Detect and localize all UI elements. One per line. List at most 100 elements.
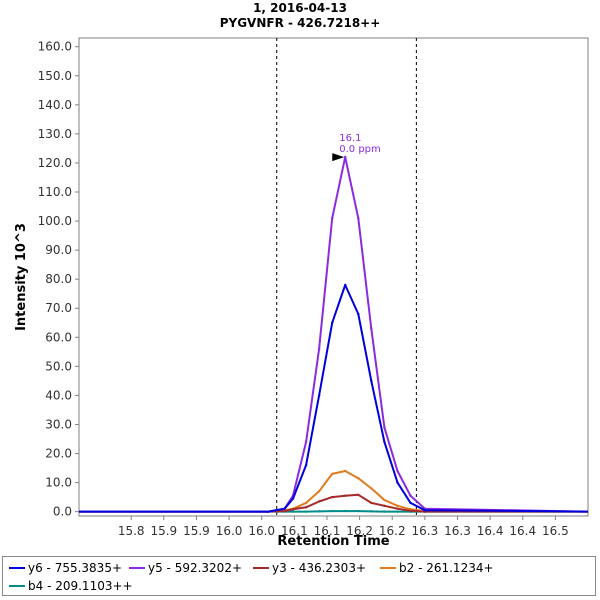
x-tick-label: 15.9 xyxy=(150,524,177,538)
data-point-s3-p8 xyxy=(357,477,360,480)
y-tick-label: 110.0 xyxy=(38,185,72,199)
y-tick-label: 50.0 xyxy=(45,359,72,373)
data-point-s3-p6 xyxy=(330,472,334,476)
data-point-s1-p9 xyxy=(370,327,373,330)
data-point-s4-p5 xyxy=(317,510,321,513)
data-point-s1-p5 xyxy=(317,347,321,351)
legend-swatch xyxy=(129,566,145,569)
data-point-s2-p11 xyxy=(396,507,399,510)
x-tick-label: 16.2 xyxy=(379,524,406,538)
data-point-s3-p5 xyxy=(317,490,321,493)
data-point-s4-p6 xyxy=(330,509,334,513)
x-tick-label: 15.8 xyxy=(118,524,145,538)
legend-item-3: b2 - 261.1234+ xyxy=(380,560,494,576)
data-point-s1-p8 xyxy=(357,216,360,220)
data-point-s4-p8 xyxy=(357,509,360,513)
chart-legend: y6 - 755.3835+ y5 - 592.3202+ y3 - 436.230… xyxy=(2,556,596,596)
data-point-s2-p4 xyxy=(304,506,308,509)
data-point-s1-p6 xyxy=(330,216,334,220)
y-tick-label: 20.0 xyxy=(45,447,72,461)
chart-titles: 1, 2016-04-13 PYGVNFR - 426.7218++ xyxy=(0,0,600,31)
data-point-s1-p10 xyxy=(383,426,386,429)
x-tick-label: 16.2 xyxy=(346,524,373,538)
legend-swatch xyxy=(380,566,396,569)
x-tick-label: 16.0 xyxy=(216,524,243,538)
legend-label: b2 - 261.1234+ xyxy=(399,561,494,575)
legend-swatch xyxy=(9,566,25,569)
y-tick-label: 30.0 xyxy=(45,417,72,431)
y-tick-label: 120.0 xyxy=(38,156,72,170)
data-point-s0-p11 xyxy=(396,481,399,484)
x-axis-label: Retention Time xyxy=(277,534,389,549)
data-point-s0-p13 xyxy=(423,508,427,512)
legend-label: y3 - 436.2303+ xyxy=(272,561,367,575)
x-tick-label: 16.3 xyxy=(444,524,471,538)
y-tick-label: 160.0 xyxy=(38,40,72,54)
data-point-s0-p2 xyxy=(283,507,286,510)
data-point-s4-p3 xyxy=(291,510,295,513)
data-point-s2-p8 xyxy=(357,493,360,496)
data-point-s4-p4 xyxy=(304,510,308,513)
chromatogram-chart: 0.0 10.0 20.0 30.0 40.0 50.0 60.0 70.0 80.0 90.0 1… xyxy=(14,37,589,549)
data-point-s2-p2 xyxy=(283,509,286,513)
y-tick-label: 60.0 xyxy=(45,330,72,344)
x-tick-label: 16.0 xyxy=(248,524,275,538)
y-tick-label: 140.0 xyxy=(38,98,72,112)
data-point-s3-p4 xyxy=(304,501,308,505)
data-point-s1-p11 xyxy=(396,469,399,473)
data-point-s2-p3 xyxy=(291,508,295,511)
data-point-s0-p7 xyxy=(344,283,347,287)
x-tick-label: 16.3 xyxy=(411,524,438,538)
data-point-s0-p12 xyxy=(409,501,412,505)
x-tick-label: 15.9 xyxy=(183,524,210,538)
apex-arrow-icon xyxy=(332,153,345,162)
chart-subtitle: PYGVNFR - 426.7218++ xyxy=(219,16,381,30)
data-point-s2-p7 xyxy=(344,494,347,497)
plot-area xyxy=(78,37,589,517)
data-point-s3-p11 xyxy=(396,504,399,508)
data-point-s0-p4 xyxy=(304,463,308,467)
legend-label: b4 - 209.1103++ xyxy=(28,579,133,593)
y-tick-label: 90.0 xyxy=(45,243,72,257)
data-point-s1-p12 xyxy=(409,494,412,497)
legend-label: y5 - 592.3202+ xyxy=(148,561,243,575)
data-point-s1-p7 xyxy=(344,155,347,159)
y-axis-label: Intensity 10^3 xyxy=(14,223,29,331)
data-point-s2-p5 xyxy=(317,500,321,503)
y-tick-label: 70.0 xyxy=(45,301,72,315)
data-point-s4-p10 xyxy=(383,510,386,513)
data-point-s2-p10 xyxy=(383,504,386,508)
data-point-s2-p9 xyxy=(370,501,373,505)
legend-item-4: b4 - 209.1103++ xyxy=(9,578,133,594)
y-tick-label: 0.0 xyxy=(53,505,72,519)
x-tick-label: 16.5 xyxy=(542,524,569,538)
y-tick-label: 40.0 xyxy=(45,388,72,402)
data-point-s2-p12 xyxy=(409,509,412,512)
y-tick-label: 100.0 xyxy=(38,214,72,228)
data-point-s4-p7 xyxy=(344,509,347,513)
y-tick-label: 130.0 xyxy=(38,127,72,141)
data-point-s3-p9 xyxy=(370,487,373,490)
apex-ppm-label: 0.0 ppm xyxy=(339,144,381,155)
x-tick-label: 16.1 xyxy=(314,524,341,538)
y-tick-label: 80.0 xyxy=(45,272,72,286)
data-point-s4-p11 xyxy=(396,510,399,513)
data-point-s4-p9 xyxy=(370,510,373,513)
data-point-s3-p7 xyxy=(344,469,347,473)
legend-swatch xyxy=(253,566,269,569)
data-point-s0-p8 xyxy=(357,312,360,316)
chart-title: 1, 2016-04-13 xyxy=(253,1,347,15)
legend-label: y6 - 755.3835+ xyxy=(28,561,123,575)
data-point-s2-p6 xyxy=(330,495,334,499)
legend-item-0: y6 - 755.3835+ xyxy=(9,560,122,576)
data-point-s0-p3 xyxy=(291,497,295,500)
data-point-s1-p4 xyxy=(304,440,308,444)
data-point-s3-p10 xyxy=(383,498,386,502)
data-point-s0-p6 xyxy=(330,321,334,324)
data-point-s0-p10 xyxy=(383,440,386,444)
y-tick-label: 150.0 xyxy=(38,69,72,83)
data-point-s0-p9 xyxy=(370,379,373,383)
legend-swatch xyxy=(9,584,25,587)
y-tick-label: 10.0 xyxy=(45,476,72,490)
data-point-s0-p1 xyxy=(267,510,270,513)
